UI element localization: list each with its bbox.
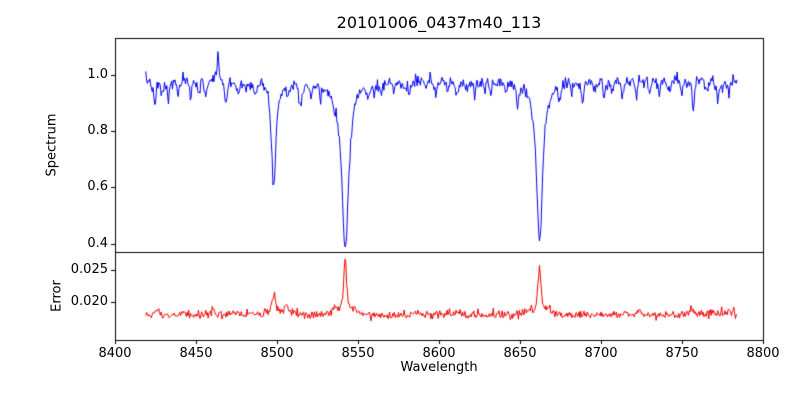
spectrum-y-tick-label: 0.4 xyxy=(87,235,108,251)
x-tick-label: 8400 xyxy=(98,346,132,361)
x-tick-label: 8600 xyxy=(422,346,456,361)
x-tick-label: 8450 xyxy=(179,346,213,361)
x-tick-label: 8650 xyxy=(503,346,537,361)
error-y-tick-label: 0.025 xyxy=(70,262,108,278)
error-y-tick-label: 0.020 xyxy=(70,294,108,310)
x-tick-label: 8700 xyxy=(584,346,618,361)
spectrum-y-tick-label: 1.0 xyxy=(87,66,108,82)
x-tick-label: 8800 xyxy=(746,346,780,361)
x-tick-label: 8550 xyxy=(341,346,375,361)
chart-title: 20101006_0437m40_113 xyxy=(336,13,542,32)
x-tick-label: 8750 xyxy=(665,346,699,361)
spectrum-y-tick-label: 0.8 xyxy=(87,122,108,138)
spectrum-y-tick-label: 0.6 xyxy=(87,179,108,195)
x-axis-label: Wavelength xyxy=(400,360,478,375)
x-tick-label: 8500 xyxy=(260,346,294,361)
